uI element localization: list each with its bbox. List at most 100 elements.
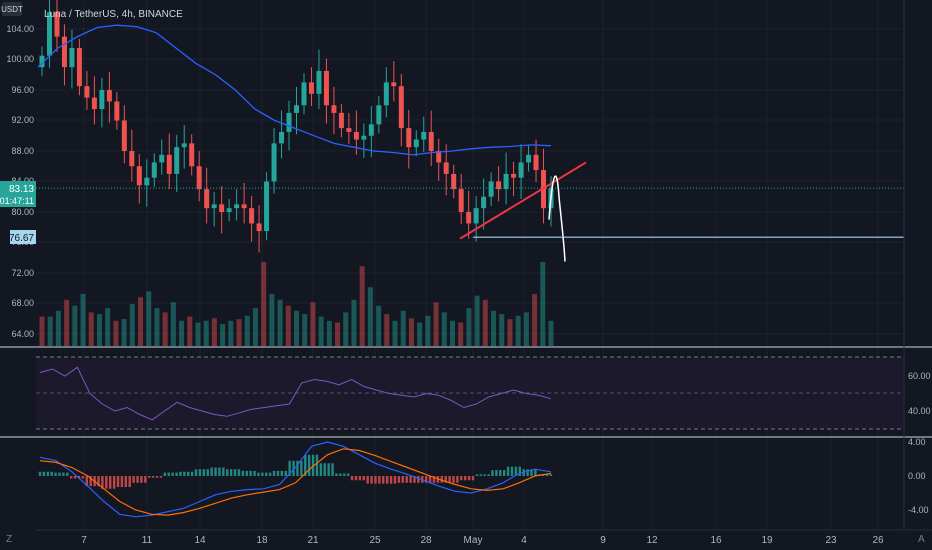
candle-body <box>383 82 389 106</box>
volume-bar <box>80 293 86 346</box>
macd-histogram-bar <box>167 472 170 476</box>
macd-tick-label: 4.00 <box>908 437 926 447</box>
candle-body <box>159 154 165 163</box>
macd-histogram-bar <box>354 476 358 481</box>
volume-bar <box>121 319 127 346</box>
time-tick-label: 16 <box>710 535 722 546</box>
macd-histogram-bar <box>132 476 135 483</box>
candle-body <box>144 177 150 186</box>
macd-histogram-bar <box>315 454 319 476</box>
macd-histogram-bar <box>249 470 252 476</box>
macd-histogram-bar <box>109 476 112 489</box>
volume-bar <box>351 299 357 346</box>
macd-histogram-bar <box>397 476 401 483</box>
volume-bar <box>252 308 258 346</box>
autoscale-icon[interactable]: A <box>918 534 925 545</box>
macd-axis[interactable]: 4.00 0.00 -4.00 <box>908 437 929 515</box>
macd-histogram-bar <box>112 476 116 489</box>
time-tick-label: May <box>464 535 483 546</box>
candle-body <box>84 86 90 98</box>
macd-histogram-bar <box>311 454 315 476</box>
macd-histogram-bar <box>506 466 510 476</box>
volume-bar <box>515 315 521 346</box>
macd-line[interactable] <box>39 441 552 518</box>
macd-histogram-bar <box>413 476 416 483</box>
candle-body <box>503 173 509 190</box>
candle-body <box>308 82 314 94</box>
macd-histogram-bar <box>202 469 206 476</box>
macd-histogram-bar <box>241 470 245 476</box>
volume-bar <box>220 324 226 346</box>
macd-histogram-bar <box>276 470 280 476</box>
rsi-tick-label: 40.00 <box>908 406 931 416</box>
macd-histogram-bar <box>323 463 326 476</box>
macd-histogram-bar <box>385 476 389 484</box>
candle-body <box>338 112 344 129</box>
time-axis[interactable]: 7 11 14 18 21 25 28 May 4 9 12 16 19 23 26 <box>81 535 884 546</box>
candle-body <box>114 101 120 121</box>
rsi-line[interactable] <box>39 366 552 421</box>
volume-bar <box>532 293 538 346</box>
candle-body <box>256 223 262 232</box>
candle-body <box>249 208 255 224</box>
candle-body <box>421 131 427 140</box>
macd-histogram-bar <box>327 463 330 476</box>
volume-bar <box>523 312 529 346</box>
volume-bar <box>449 320 455 346</box>
chart-grid <box>36 0 904 530</box>
candle-body <box>211 204 217 209</box>
symbol-title[interactable]: Luna / TetherUS, 4h, BINANCE <box>44 9 183 20</box>
macd-histogram-bar <box>456 476 459 483</box>
candle-body <box>271 143 277 182</box>
moving-average-line[interactable] <box>37 24 552 156</box>
macd-histogram-bar <box>389 476 393 484</box>
macd-histogram-bar <box>452 476 455 483</box>
candle-body <box>99 90 105 110</box>
macd-histogram-bar <box>335 473 338 476</box>
last-price-badge <box>0 181 36 207</box>
macd-histogram-bar <box>77 476 81 479</box>
macd-histogram-bar <box>479 474 482 476</box>
macd-histogram-bar <box>97 476 100 487</box>
macd-histogram-bar <box>526 469 529 476</box>
trendline-drawing[interactable] <box>459 161 587 240</box>
macd-histogram-bar <box>331 463 334 476</box>
volume-bar <box>211 318 217 346</box>
macd-histogram-bar <box>245 470 248 476</box>
candle-body <box>353 131 359 140</box>
macd-histogram-bar <box>179 471 182 476</box>
macd-histogram-bar <box>140 476 143 483</box>
projection-drawing[interactable] <box>548 175 566 262</box>
candle-body <box>76 48 82 87</box>
macd-histogram-bar <box>401 476 404 483</box>
macd-histogram-bar <box>467 476 471 481</box>
volume-bar <box>203 320 209 346</box>
timezone-icon[interactable]: Z <box>6 534 12 545</box>
quote-currency-box[interactable] <box>2 2 22 16</box>
candle-body <box>219 204 225 212</box>
rsi-axis[interactable]: 60.00 40.00 <box>908 371 931 416</box>
macd-histogram-bar <box>358 476 362 481</box>
candle-body <box>316 70 322 94</box>
macd-histogram-bar <box>81 476 85 479</box>
volume-bar <box>179 320 185 346</box>
rsi-tick-label: 60.00 <box>908 371 931 381</box>
macd-histogram-bar <box>475 474 479 476</box>
macd-histogram-bar <box>534 469 537 476</box>
macd-histogram-bar <box>495 470 498 476</box>
candlesticks[interactable] <box>39 0 554 253</box>
macd-histogram-bar <box>370 476 373 484</box>
volume-bar <box>507 319 513 346</box>
volume-bar <box>294 310 299 346</box>
volume-bar <box>170 302 176 346</box>
macd-histogram-bar <box>393 476 397 484</box>
macd-histogram-bar <box>58 472 61 476</box>
macd-histogram-bar <box>42 471 46 476</box>
macd-histogram-bar <box>54 472 57 476</box>
volume-bar <box>425 315 431 346</box>
macd-signal-line[interactable] <box>39 448 552 516</box>
candle-body <box>376 105 382 125</box>
candle-body <box>413 139 419 148</box>
macd-histogram-bar <box>514 466 518 476</box>
